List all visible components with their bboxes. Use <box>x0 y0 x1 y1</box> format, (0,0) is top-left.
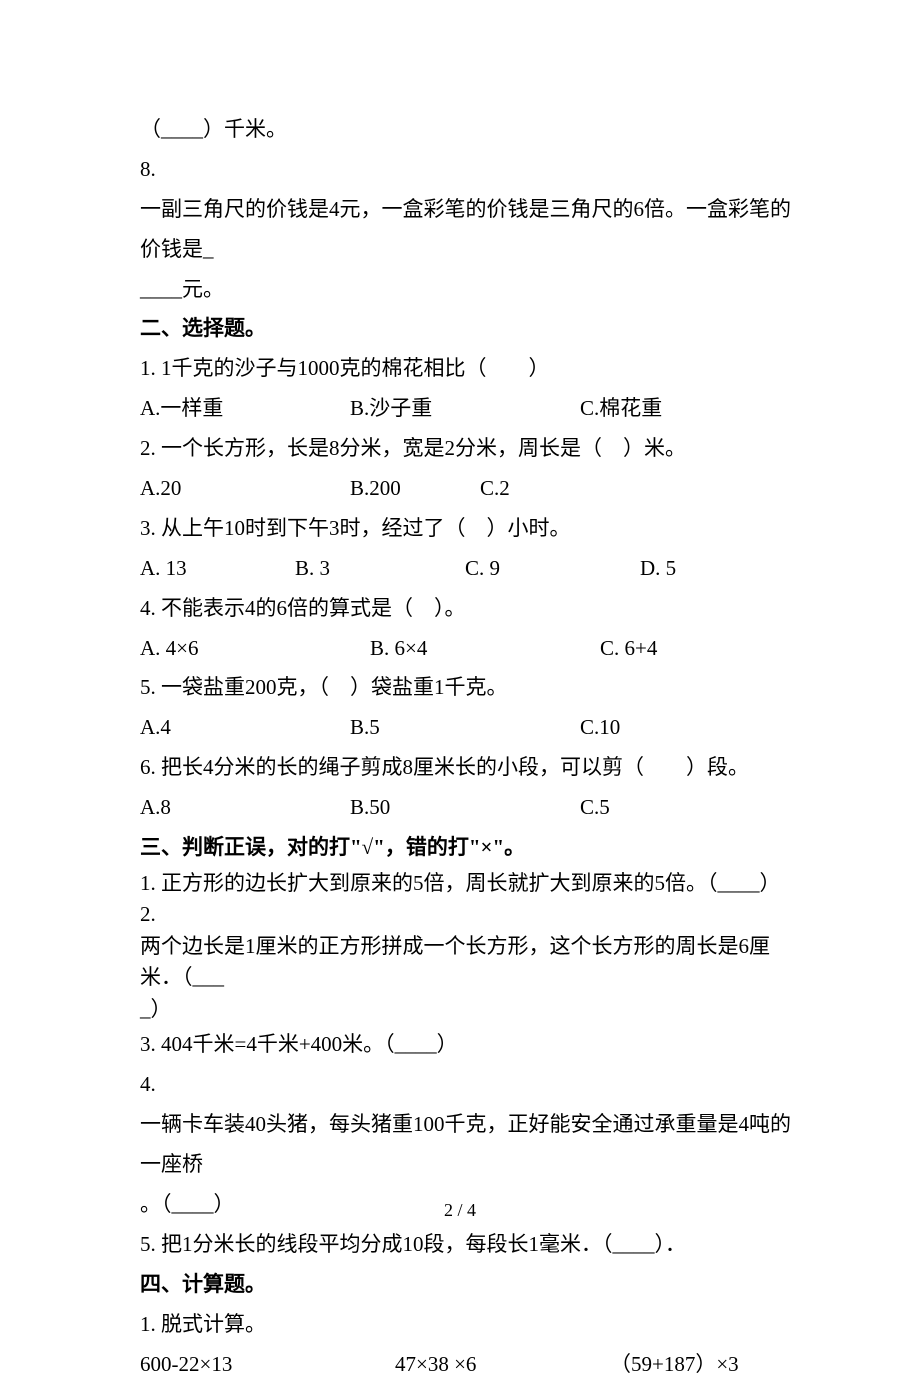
s3-q3: 3. 404千米=4千米+400米。（____） <box>140 1025 800 1065</box>
s2-q5-options: A.4 B.5 C.10 <box>140 708 800 748</box>
q8-text-1: 一副三角尺的价钱是4元，一盒彩笔的价钱是三角尺的6倍。一盒彩笔的价钱是_ <box>140 190 800 270</box>
s2-q3-text: 3. 从上午10时到下午3时，经过了（ ）小时。 <box>140 509 800 549</box>
s2-q5-optb: B.5 <box>350 708 580 748</box>
q8-text-2: ____元。 <box>140 270 800 310</box>
s2-q3-optd: D. 5 <box>640 549 676 589</box>
section-3-title: 三、判断正误，对的打"√"，错的打"×"。 <box>140 828 800 868</box>
s4-calc2: 47×38 ×6 <box>395 1345 610 1384</box>
s3-q2-num: 2. <box>140 899 800 931</box>
s2-q3-optc: C. 9 <box>465 549 640 589</box>
s2-q6-text: 6. 把长4分米的长的绳子剪成8厘米长的小段，可以剪（ ）段。 <box>140 748 800 788</box>
s2-q1-text: 1. 1千克的沙子与1000克的棉花相比（ ） <box>140 349 800 389</box>
s2-q2-options: A.20 B.200 C.2 <box>140 469 800 509</box>
page-number: 2 / 4 <box>444 1193 476 1227</box>
s2-q5-text: 5. 一袋盐重200克，（ ）袋盐重1千克。 <box>140 668 800 708</box>
q7-continuation: （____）千米。 <box>140 110 800 150</box>
s2-q3-options: A. 13 B. 3 C. 9 D. 5 <box>140 549 800 589</box>
s2-q4-text: 4. 不能表示4的6倍的算式是（ ）。 <box>140 589 800 629</box>
s2-q1-opta: A.一样重 <box>140 389 350 429</box>
s2-q4-optc: C. 6+4 <box>600 629 657 669</box>
s2-q6-optb: B.50 <box>350 788 580 828</box>
section-2-title: 二、选择题。 <box>140 309 800 349</box>
s2-q1-optb: B.沙子重 <box>350 389 580 429</box>
s2-q3-opta: A. 13 <box>140 549 295 589</box>
s2-q4-opta: A. 4×6 <box>140 629 370 669</box>
s2-q5-opta: A.4 <box>140 708 350 748</box>
s3-q2-text2: _） <box>140 994 800 1026</box>
s3-q1: 1. 正方形的边长扩大到原来的5倍，周长就扩大到原来的5倍。（____） <box>140 868 800 900</box>
s2-q3-optb: B. 3 <box>295 549 465 589</box>
s4-calc-row: 600-22×13 47×38 ×6 （59+187）×3 <box>140 1345 800 1384</box>
section-4-title: 四、计算题。 <box>140 1265 800 1305</box>
s2-q6-options: A.8 B.50 C.5 <box>140 788 800 828</box>
s2-q2-optc: C.2 <box>480 469 510 509</box>
s3-q2-text1: 两个边长是1厘米的正方形拼成一个长方形，这个长方形的周长是6厘米．（___ <box>140 931 800 994</box>
s2-q6-opta: A.8 <box>140 788 350 828</box>
s2-q5-optc: C.10 <box>580 708 620 748</box>
s3-q4-text1: 一辆卡车装40头猪，每头猪重100千克，正好能安全通过承重量是4吨的一座桥 <box>140 1105 800 1185</box>
s4-calc1: 600-22×13 <box>140 1345 395 1384</box>
s2-q1-optc: C.棉花重 <box>580 389 662 429</box>
s2-q4-options: A. 4×6 B. 6×4 C. 6+4 <box>140 629 800 669</box>
s3-q5: 5. 把1分米长的线段平均分成10段，每段长1毫米．（____）． <box>140 1225 800 1265</box>
q8-number: 8. <box>140 150 800 190</box>
s2-q2-text: 2. 一个长方形，长是8分米，宽是2分米，周长是（ ）米。 <box>140 429 800 469</box>
s2-q6-optc: C.5 <box>580 788 610 828</box>
s2-q2-opta: A.20 <box>140 469 350 509</box>
s2-q2-optb: B.200 <box>350 469 480 509</box>
s2-q1-options: A.一样重 B.沙子重 C.棉花重 <box>140 389 800 429</box>
s4-calc3: （59+187）×3 <box>610 1345 739 1384</box>
s3-q4-num: 4. <box>140 1065 800 1105</box>
s2-q4-optb: B. 6×4 <box>370 629 600 669</box>
s4-q1: 1. 脱式计算。 <box>140 1305 800 1345</box>
